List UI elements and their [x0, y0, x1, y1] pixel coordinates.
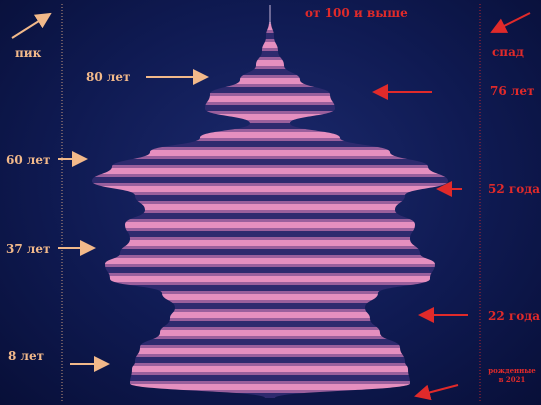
- right-annotation-52: 52 года: [488, 182, 541, 196]
- pyramid-body: [92, 22, 448, 398]
- top-label: от 100 и выше: [305, 6, 408, 20]
- arrow-decline: [490, 12, 531, 33]
- right-annotation-76: 76 лет: [490, 84, 535, 98]
- left-annotation-peak: пик: [15, 46, 42, 60]
- arrow-born: [414, 384, 459, 401]
- left-annotation-8: 8 лет: [8, 349, 45, 363]
- left-annotation-60: 60 лет: [6, 153, 51, 167]
- left-annotation-80: 80 лет: [86, 70, 131, 84]
- right-annotation-born-2021: рожденные в 2021: [488, 366, 536, 384]
- right-annotation-decline: спад: [492, 45, 524, 59]
- left-annotation-37: 37 лет: [6, 242, 51, 256]
- right-annotation-22: 22 года: [488, 309, 541, 323]
- arrow-peak: [11, 12, 52, 39]
